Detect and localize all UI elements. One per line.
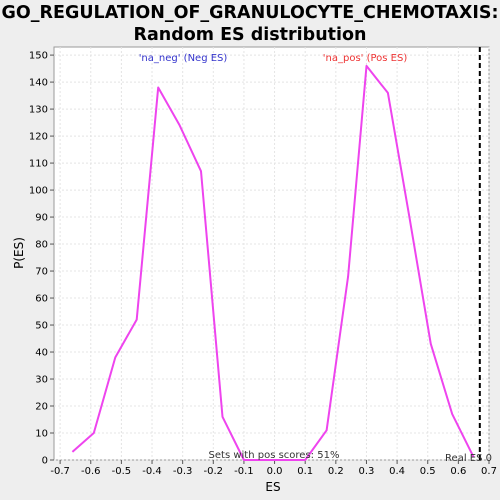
- x-tick-label: -0.4: [142, 466, 162, 477]
- y-tick-label: 60: [35, 294, 48, 305]
- neg-es-label: 'na_neg' (Neg ES): [139, 53, 228, 64]
- x-tick-label: -0.2: [204, 466, 224, 477]
- y-tick-label: 150: [29, 51, 48, 62]
- y-axis-label: P(ES): [12, 237, 26, 269]
- annotations: 'na_neg' (Neg ES) 'na_pos' (Pos ES) Sets…: [139, 53, 492, 464]
- y-tick-label: 110: [29, 159, 48, 170]
- pos-es-label: 'na_pos' (Pos ES): [323, 53, 408, 64]
- pos-scores-label: Sets with pos scores: 51%: [209, 450, 340, 461]
- y-tick-label: 20: [35, 402, 48, 413]
- x-tick-label: 0.6: [450, 466, 466, 477]
- x-tick-label: -0.5: [112, 466, 132, 477]
- real-es-label: Real ES 0: [445, 453, 492, 464]
- series-layer: [71, 47, 481, 461]
- y-tick-label: 0: [42, 456, 48, 467]
- x-tick-label: 0.4: [389, 466, 405, 477]
- x-tick-label: 0.7: [481, 466, 497, 477]
- x-tick-label: 0.5: [420, 466, 436, 477]
- x-axis-label: ES: [265, 480, 280, 494]
- x-tick-label: -0.3: [173, 466, 193, 477]
- chart-title-line-2: Random ES distribution: [133, 25, 367, 45]
- x-tick-label: 0.3: [359, 466, 375, 477]
- y-tick-label: 130: [29, 105, 48, 116]
- x-tick-label: 0.0: [267, 466, 283, 477]
- axes: 0 10 20 30 40 50 60 70 80 90 100 110 120 130 140 150 -0.…: [29, 51, 497, 477]
- y-tick-label: 140: [29, 78, 48, 89]
- x-tick-label: -0.7: [50, 466, 70, 477]
- x-tick-label: -0.6: [81, 466, 101, 477]
- x-tick-label: 0.2: [328, 466, 344, 477]
- x-tick-label: 0.1: [297, 466, 313, 477]
- y-tick-label: 50: [35, 321, 48, 332]
- chart-title-line-1: GO_REGULATION_OF_GRANULOCYTE_CHEMOTAXIS:: [1, 3, 499, 23]
- y-tick-label: 70: [35, 267, 48, 278]
- chart-title: GO_REGULATION_OF_GRANULOCYTE_CHEMOTAXIS:…: [0, 2, 500, 46]
- y-tick-label: 30: [35, 375, 48, 386]
- y-tick-label: 40: [35, 348, 48, 359]
- y-tick-label: 80: [35, 240, 48, 251]
- x-tick-label: -0.1: [234, 466, 254, 477]
- y-tick-label: 120: [29, 132, 48, 143]
- y-tick-label: 10: [35, 429, 48, 440]
- y-tick-label: 90: [35, 213, 48, 224]
- y-tick-label: 100: [29, 186, 48, 197]
- grid-lines: [54, 47, 490, 461]
- es-distribution-line: [71, 64, 475, 461]
